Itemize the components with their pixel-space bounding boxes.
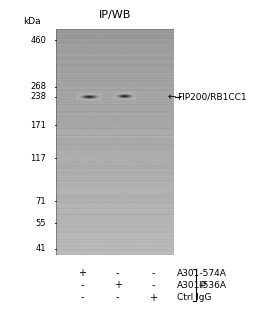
Text: IP: IP [198, 281, 206, 290]
Text: FIP200/RB1CC1: FIP200/RB1CC1 [177, 92, 246, 101]
Text: 117: 117 [30, 154, 46, 163]
Text: 41: 41 [36, 244, 46, 253]
Text: -: - [151, 268, 155, 278]
Text: 460: 460 [30, 36, 46, 44]
Text: IP/WB: IP/WB [99, 9, 131, 20]
Text: kDa: kDa [23, 17, 41, 26]
Text: +: + [114, 280, 122, 290]
Text: ←: ← [167, 92, 175, 102]
Text: 55: 55 [36, 219, 46, 228]
Text: 171: 171 [30, 121, 46, 130]
Text: -: - [116, 268, 119, 278]
Text: -: - [80, 293, 84, 302]
Text: -: - [116, 293, 119, 302]
Text: Ctrl IgG: Ctrl IgG [177, 293, 211, 302]
Text: A301-536A: A301-536A [177, 281, 227, 290]
Text: -: - [151, 280, 155, 290]
Text: 268: 268 [30, 82, 46, 91]
Text: -: - [80, 280, 84, 290]
Text: A301-574A: A301-574A [177, 268, 227, 278]
Text: 71: 71 [35, 197, 46, 206]
Text: 238: 238 [30, 92, 46, 101]
Text: +: + [149, 293, 157, 302]
Text: +: + [78, 268, 86, 278]
